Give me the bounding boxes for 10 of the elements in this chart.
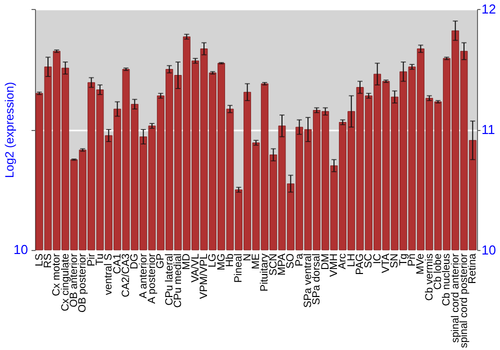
y2-tick-label: 11: [482, 122, 495, 137]
y2-tick-label: 10: [482, 242, 496, 258]
x-tick-label: DG: [128, 254, 141, 270]
x-tick-label: Tg: [397, 253, 410, 266]
text: 10: [14, 242, 28, 257]
y-axis-title: Log2 (expression): [2, 82, 16, 178]
x-tick-label: A posterior: [146, 253, 158, 304]
x-tick-label: RS: [42, 254, 54, 268]
y2-tick-label: 12: [482, 2, 496, 16]
x-tick-label: OB posterior: [76, 253, 89, 312]
